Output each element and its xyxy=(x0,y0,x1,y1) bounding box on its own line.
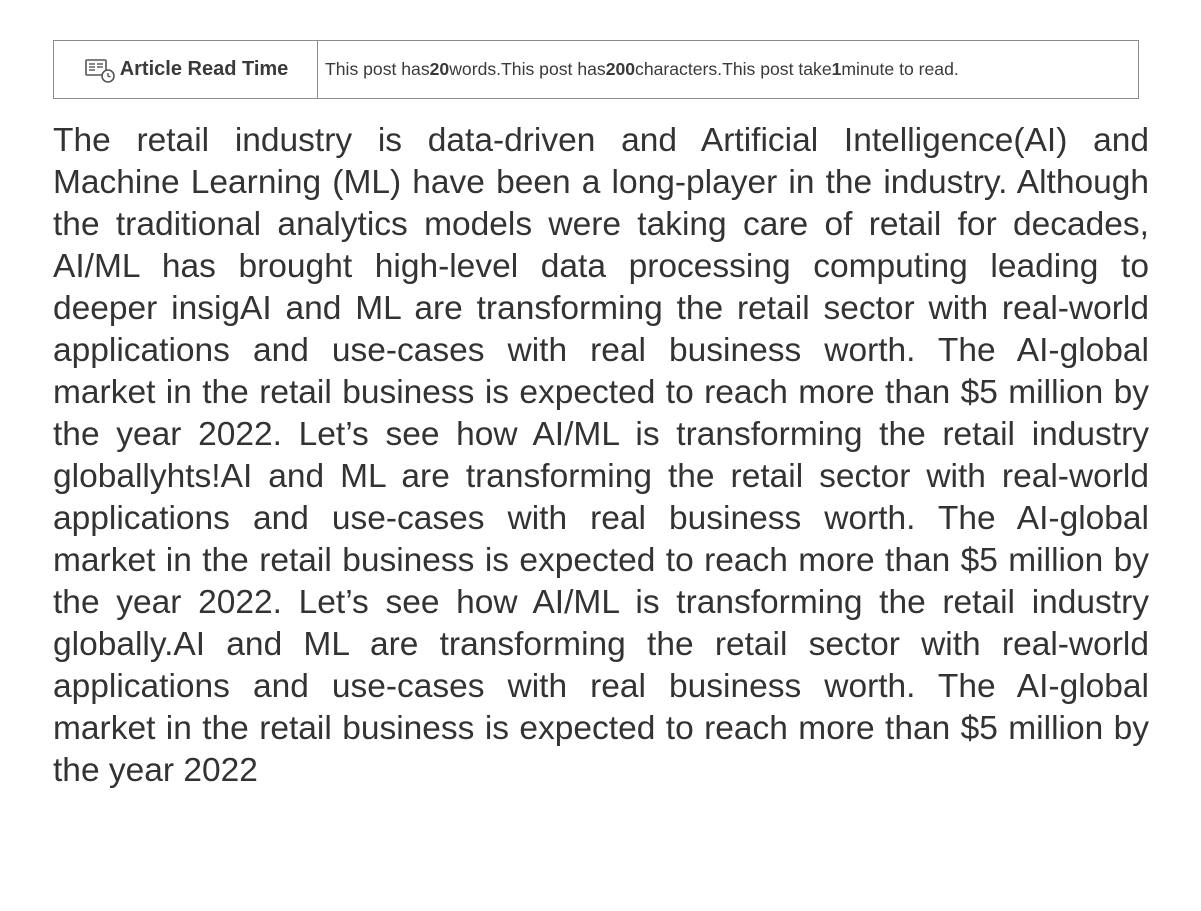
word-count: 20 xyxy=(429,59,450,79)
char-count: 200 xyxy=(605,59,636,79)
time-suffix: minute to read. xyxy=(841,59,959,79)
read-time-label: Article Read Time xyxy=(119,58,289,80)
chars-prefix: This post has xyxy=(501,59,606,79)
minute-count: 1 xyxy=(831,59,842,79)
read-time-label-cell: Article Read Time xyxy=(54,41,318,98)
read-time-summary: This post has 20 words. This post has 200… xyxy=(318,41,1138,98)
words-suffix: words. xyxy=(449,59,502,79)
article-clock-icon xyxy=(83,55,117,85)
chars-suffix: characters. xyxy=(635,59,723,79)
time-prefix: This post take xyxy=(722,59,832,79)
article-read-time-box: Article Read Time This post has 20 words… xyxy=(53,40,1139,99)
words-prefix: This post has xyxy=(325,59,430,79)
article-body-text: The retail industry is data-driven and A… xyxy=(53,122,1149,789)
